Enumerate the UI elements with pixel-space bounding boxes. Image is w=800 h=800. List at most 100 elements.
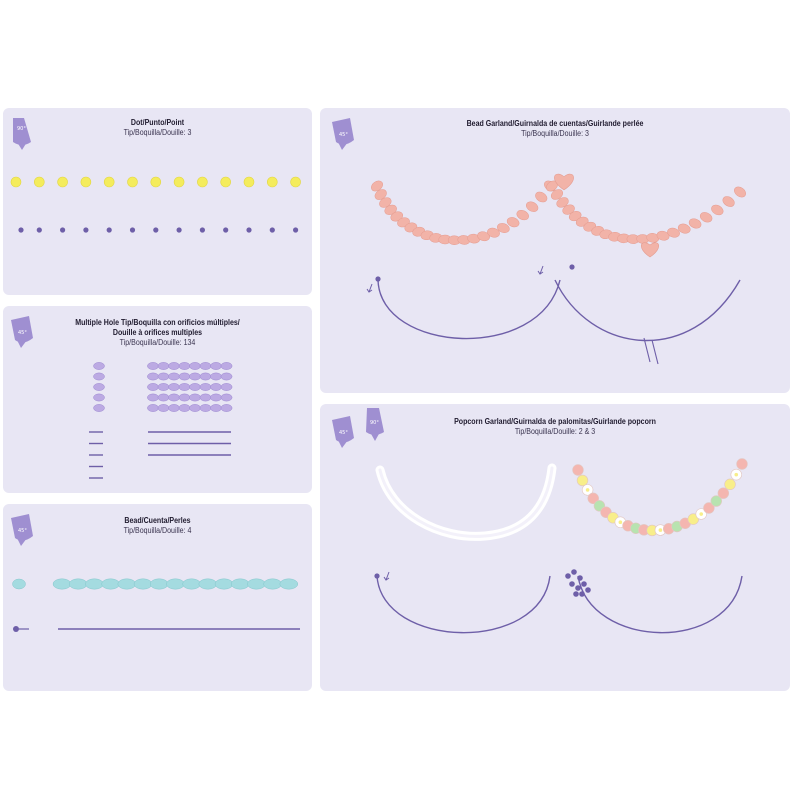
bead-chain: [247, 578, 266, 590]
flower-center: [734, 472, 739, 477]
bead-chain: [85, 578, 104, 590]
yellow-dot: [150, 176, 162, 188]
yellow-dot: [57, 176, 68, 188]
guide-start-dot: [569, 264, 575, 270]
pink-bead: [667, 227, 680, 238]
guide-dot: [60, 227, 66, 233]
multi-hole-bead: [199, 362, 212, 370]
popcorn-ball: [572, 464, 584, 476]
yellow-dot: [197, 176, 208, 188]
bead-chain: [149, 578, 169, 590]
multi-hole-bead: [189, 362, 201, 370]
svg-text:45°: 45°: [18, 528, 27, 534]
bead-chain: [68, 578, 88, 590]
bead-chain: [166, 578, 185, 590]
yellow-dot: [33, 176, 45, 188]
multi-hole-drop: [93, 372, 105, 381]
piping-bag-icon: 45°: [332, 416, 354, 448]
pink-bead: [526, 201, 539, 212]
multi-hole-bead: [220, 362, 233, 370]
popcorn-garland-panel: 45° 90° Popcorn Garland/Guirnalda de pal…: [320, 404, 790, 691]
multi-hole-drop: [93, 404, 105, 412]
multi-hole-bead: [178, 393, 191, 402]
guide-dot: [83, 227, 89, 233]
popcorn-ball: [587, 492, 599, 505]
pink-bead: [487, 227, 500, 238]
single-bead: [12, 578, 26, 590]
guide-dot: [129, 227, 136, 233]
pink-bead: [371, 180, 383, 192]
multi-hole-bead: [178, 362, 191, 370]
cluster-dot: [579, 591, 585, 597]
bead-panel: 45° Bead/Cuenta/Perles Tip/Boquilla/Doui…: [3, 504, 312, 691]
down-arrow-icon: [383, 571, 390, 581]
guide-dot: [106, 227, 112, 233]
popcorn-ball: [736, 458, 748, 470]
pink-bead: [497, 223, 510, 233]
guide-dot: [176, 227, 182, 233]
multi-hole-bead: [220, 404, 233, 412]
popcorn-ball: [724, 478, 736, 491]
multi-hole-bead: [189, 404, 201, 412]
multi-hole-bead: [199, 383, 212, 391]
guide-dot: [36, 227, 42, 233]
multi-hole-bead: [157, 383, 170, 391]
multi-hole-bead: [178, 404, 191, 412]
multi-hole-bead: [210, 383, 222, 391]
yellow-dot: [10, 176, 22, 188]
bead-chain: [101, 578, 120, 590]
guide-start-dot: [13, 626, 19, 632]
dot-title: Dot/Punto/Point: [130, 118, 185, 127]
bead-title: Bead/Cuenta/Perles: [124, 516, 191, 525]
multi-hole-bead: [168, 383, 180, 391]
popcorn-garland-title: Popcorn Garland/Guirnalda de palomitas/G…: [454, 417, 656, 426]
bead-garland-panel: 45° Bead Garland/Guirnalda de cuentas/Gu…: [320, 108, 790, 393]
svg-text:45°: 45°: [339, 132, 348, 138]
multi-hole-bead: [199, 372, 212, 381]
multi-hole-bead: [220, 372, 233, 381]
down-arrow-icon: [537, 265, 544, 275]
guide-curve: [377, 279, 561, 340]
multi-hole-bead: [189, 383, 201, 391]
pink-bead: [477, 231, 490, 242]
guide-dot: [199, 227, 205, 233]
bead-chain: [117, 578, 137, 590]
guide-start-dot: [375, 276, 381, 282]
bead-garland-title: Bead Garland/Guirnalda de cuentas/Guirla…: [466, 119, 644, 128]
svg-text:45°: 45°: [18, 330, 27, 336]
bead-tip: Tip/Boquilla/Douille: 4: [123, 526, 192, 535]
pink-bead: [677, 223, 691, 234]
multi-hole-bead: [220, 383, 233, 391]
guide-dot: [18, 227, 24, 233]
multi-hole-bead: [210, 362, 222, 370]
pink-bead: [535, 191, 548, 203]
guide-start-dot: [374, 573, 380, 579]
popcorn-ball: [710, 495, 722, 507]
pink-bead: [550, 189, 564, 200]
cluster-dot: [575, 585, 581, 591]
guide-dot: [223, 227, 229, 233]
piping-bag-icon: 90°: [366, 408, 384, 441]
flower-center: [585, 488, 590, 492]
multi-hole-bead: [210, 393, 222, 402]
yellow-dot: [290, 176, 301, 188]
popcorn-ball: [703, 502, 715, 514]
multi-hole-bead: [199, 393, 212, 402]
multi-hole-bead: [157, 404, 170, 412]
cluster-dot: [573, 591, 579, 597]
bead-chain: [263, 578, 282, 590]
multi-hole-bead: [157, 362, 170, 370]
multi-hole-bead: [168, 372, 180, 381]
multi-hole-bead: [189, 393, 201, 402]
dot-panel: 90° Dot/Punto/Point Tip/Boquilla/Douille…: [3, 108, 312, 295]
multiple-hole-panel: 45° Multiple Hole Tip/Boquilla con orifi…: [3, 306, 312, 493]
popcorn-garland-illustration: [374, 458, 748, 634]
yellow-dot: [243, 176, 255, 188]
multi-hole-bead: [147, 372, 159, 381]
svg-text:90°: 90°: [17, 126, 26, 132]
pink-bead: [656, 230, 670, 241]
flower-center: [658, 528, 663, 532]
pink-bead: [556, 197, 569, 208]
bead-garland-tip: Tip/Boquilla/Douille: 3: [521, 129, 589, 138]
pink-bead: [506, 217, 520, 228]
